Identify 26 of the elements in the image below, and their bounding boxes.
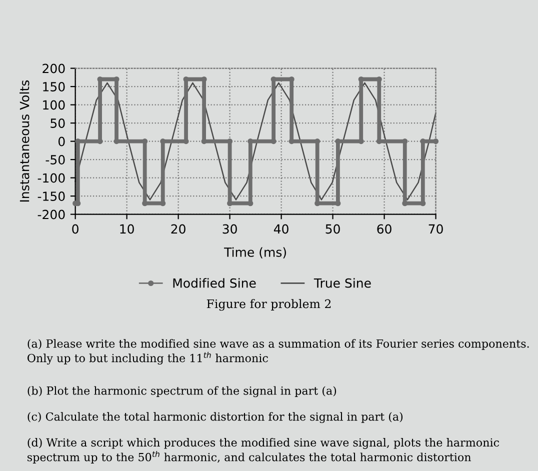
x-tick-label: 0 bbox=[72, 224, 78, 234]
y-tick-label: -50 bbox=[46, 155, 65, 164]
y-tick-label: 50 bbox=[50, 118, 65, 128]
y-tick-label: -100 bbox=[38, 173, 65, 183]
x-tick-label: 60 bbox=[377, 224, 392, 234]
text: (d) Write a script which produces the modified sine wave signal, plots the harmonic spectrum up to the 50$^{th}$ harmonic, and calculates the total harmonic distortion bbox=[28, 438, 500, 464]
x-tick-label: 30 bbox=[222, 224, 237, 234]
x-tick-label: 20 bbox=[171, 224, 186, 234]
legend-label: Modified Sine bbox=[173, 278, 256, 288]
x-tick-label: 40 bbox=[274, 224, 288, 234]
x-axis-title: Time (ms) bbox=[224, 247, 286, 258]
legend-label: True Sine bbox=[314, 278, 371, 288]
text: Figure for problem 2 bbox=[206, 299, 331, 311]
y-tick-label: 100 bbox=[43, 100, 65, 110]
y-tick-label: 150 bbox=[43, 82, 65, 92]
y-axis-title: Instantaneous Volts bbox=[20, 80, 30, 202]
x-tick-label: 70 bbox=[428, 224, 443, 234]
x-tick-label: 50 bbox=[326, 224, 340, 234]
x-tick-label: 10 bbox=[120, 224, 134, 234]
y-tick-label: 0 bbox=[58, 136, 65, 146]
text: (c) Calculate the total harmonic distortion for the signal in part (a) bbox=[28, 412, 403, 424]
y-tick-label: -150 bbox=[38, 192, 65, 201]
y-tick-label: -200 bbox=[38, 210, 65, 220]
y-tick-label: 200 bbox=[42, 64, 65, 74]
text: (a) Please write the modified sine wave as a summation of its Fourier series components. Only up to but including the 11$^{th}$ harmonic bbox=[28, 339, 529, 365]
text: (b) Plot the harmonic spectrum of the signal in part (a) bbox=[28, 386, 336, 398]
